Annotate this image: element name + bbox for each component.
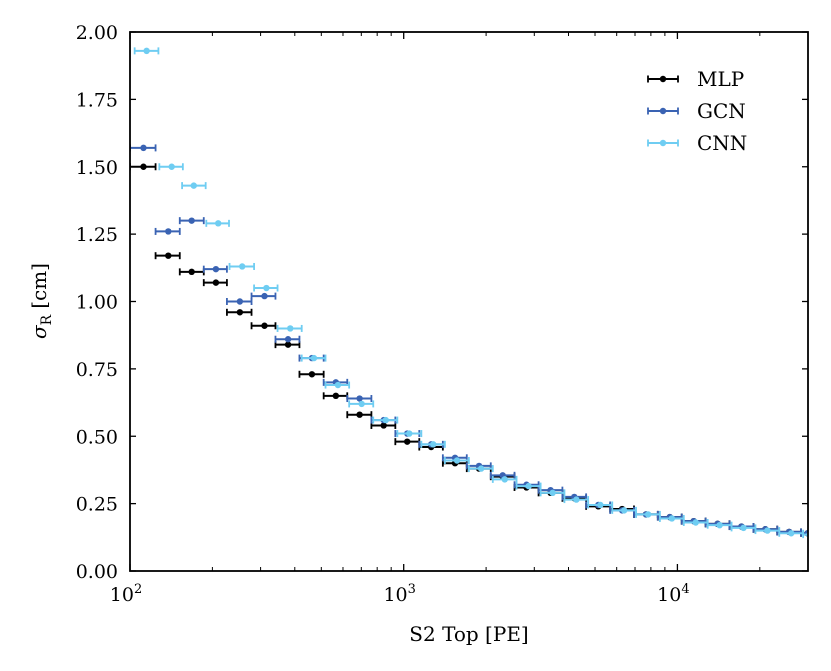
legend-marker-mlp — [659, 75, 667, 83]
legend-marker-gcn — [659, 107, 667, 115]
data-point — [382, 416, 389, 424]
y-tick-label: 1.50 — [76, 157, 118, 179]
y-tick-label: 1.00 — [76, 292, 118, 314]
data-point — [573, 496, 580, 503]
data-point — [140, 163, 147, 170]
data-point — [453, 457, 461, 464]
legend-label-gcn: GCN — [697, 99, 746, 123]
data-point — [332, 392, 340, 400]
data-point — [212, 265, 220, 273]
legend: MLP GCN CNN — [647, 67, 747, 155]
data-point — [692, 519, 699, 526]
data-point — [239, 263, 246, 270]
x-tick-label: 104 — [657, 582, 689, 606]
data-point — [430, 441, 437, 448]
data-point — [477, 465, 485, 472]
x-tick-label-base: 10 — [383, 584, 407, 606]
x-tick-label: 103 — [383, 582, 415, 606]
data-point — [764, 527, 771, 534]
data-point — [356, 411, 363, 418]
y-tick-label: 0.25 — [76, 494, 118, 516]
data-point — [716, 521, 723, 529]
data-point — [214, 220, 222, 227]
data-point — [190, 182, 197, 189]
data-point — [644, 511, 652, 518]
data-point — [263, 284, 270, 292]
legend-label-cnn: CNN — [697, 131, 747, 155]
data-point — [212, 279, 220, 286]
x-tick-label: 102 — [110, 582, 142, 606]
data-point — [740, 524, 747, 532]
y-tick-label: 1.25 — [76, 224, 118, 246]
x-tick-label-exponent: 4 — [681, 582, 689, 597]
data-point — [261, 292, 268, 300]
x-tick-label-base: 10 — [110, 584, 134, 606]
data-point — [668, 515, 676, 522]
y-tick-label: 1.75 — [76, 89, 118, 111]
data-point — [287, 325, 294, 332]
data-point — [310, 354, 318, 362]
data-point — [501, 476, 508, 483]
data-point — [188, 217, 195, 224]
data-point — [165, 252, 172, 259]
x-tick-label-exponent: 3 — [408, 582, 416, 597]
data-point — [236, 309, 244, 316]
y-axis-label-symbol: σ — [27, 324, 51, 339]
data-point — [404, 438, 411, 445]
y-tick-label: 0.00 — [76, 561, 118, 583]
data-point — [261, 322, 268, 329]
data-point — [168, 163, 175, 170]
y-axis-label: σR [cm] — [27, 263, 55, 339]
data-point — [236, 298, 244, 305]
data-point — [549, 489, 556, 497]
legend-marker-cnn — [659, 139, 667, 147]
data-point — [380, 422, 387, 429]
data-point — [620, 507, 628, 514]
data-point — [358, 400, 365, 408]
series-cnn — [133, 47, 808, 539]
data-point — [597, 501, 604, 509]
data-point — [284, 341, 292, 348]
data-point — [140, 144, 147, 152]
data-point — [188, 268, 195, 276]
data-point — [143, 47, 150, 55]
x-axis-label: S2 Top [PE] — [409, 622, 528, 646]
plot-frame — [129, 31, 809, 572]
data-point — [308, 371, 316, 378]
y-tick-label: 2.00 — [76, 22, 118, 44]
data-point — [334, 381, 342, 389]
y-tick-label: 0.50 — [76, 426, 118, 448]
data-point — [356, 395, 363, 402]
data-point — [406, 430, 413, 437]
x-tick-label-base: 10 — [657, 584, 681, 606]
data-point — [284, 336, 292, 343]
legend-label-mlp: MLP — [697, 67, 744, 91]
data-point — [525, 482, 532, 490]
y-axis-label-unit: [cm] — [27, 263, 51, 309]
x-tick-label-exponent: 2 — [134, 582, 142, 597]
y-axis-label-subscript: R — [39, 314, 55, 325]
data-point — [165, 228, 172, 235]
data-point — [788, 530, 795, 537]
y-tick-label: 0.75 — [76, 359, 118, 381]
